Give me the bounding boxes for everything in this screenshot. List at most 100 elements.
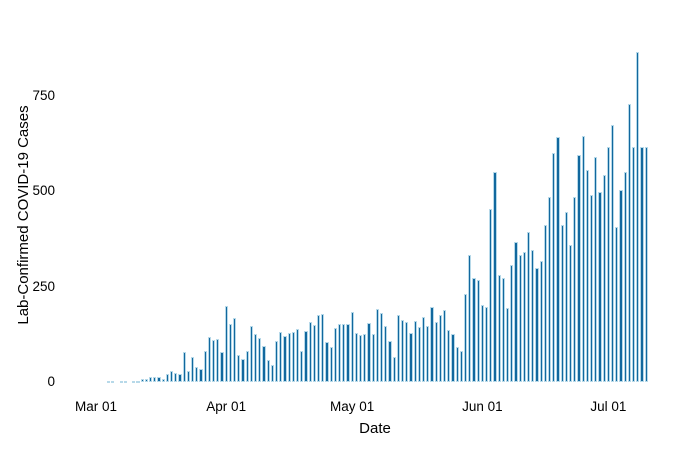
bar: [296, 328, 300, 382]
bar: [556, 137, 560, 382]
bar: [123, 381, 127, 383]
bar: [480, 304, 484, 382]
bar: [153, 377, 157, 382]
bar: [182, 352, 186, 382]
bar: [270, 364, 274, 382]
bar: [426, 325, 430, 382]
bar: [611, 124, 615, 382]
bar: [249, 325, 253, 382]
bar: [401, 319, 405, 382]
bar: [472, 277, 476, 382]
bar: [388, 340, 392, 382]
bar: [594, 156, 598, 382]
bar: [308, 322, 312, 382]
bar: [203, 351, 207, 382]
bar: [241, 359, 245, 382]
bar: [493, 171, 497, 382]
bar: [573, 196, 577, 382]
bar: [258, 337, 262, 382]
bar: [644, 147, 648, 382]
bar: [199, 368, 203, 382]
bar: [321, 314, 325, 382]
y-tick-label: 500: [32, 183, 55, 199]
bar: [539, 261, 543, 382]
bar: [359, 335, 363, 382]
bar: [489, 209, 493, 382]
bar: [111, 381, 115, 383]
bar: [636, 51, 640, 382]
bar: [262, 345, 266, 382]
bar: [275, 340, 279, 382]
bar: [501, 277, 505, 382]
bar: [531, 250, 535, 382]
bar: [291, 332, 295, 382]
bar: [216, 338, 220, 382]
bar: [535, 268, 539, 382]
bar: [350, 311, 354, 382]
bar: [165, 373, 169, 382]
bar: [338, 324, 342, 382]
x-tick-label: May 01: [330, 399, 375, 414]
bar: [476, 280, 480, 382]
bar: [409, 332, 413, 382]
bar: [606, 146, 610, 382]
bar: [405, 321, 409, 382]
bar: [245, 351, 249, 382]
bar: [623, 171, 627, 382]
bar: [212, 340, 216, 382]
y-tick-label: 0: [47, 374, 55, 389]
bar: [632, 147, 636, 382]
bar: [552, 153, 556, 382]
bar: [300, 350, 304, 382]
bar: [342, 324, 346, 382]
bar: [233, 318, 237, 382]
bar: [522, 251, 526, 382]
bar: [195, 367, 199, 382]
bar: [518, 255, 522, 382]
bar: [224, 306, 228, 382]
bar: [384, 325, 388, 382]
bar: [346, 324, 350, 382]
bar: [144, 378, 148, 382]
bar: [136, 380, 140, 383]
bar: [543, 224, 547, 382]
bar: [434, 321, 438, 382]
x-tick-label: Mar 01: [74, 399, 118, 414]
bar: [392, 356, 396, 382]
bar: [161, 378, 165, 382]
bar: [174, 372, 178, 382]
bar: [514, 241, 518, 382]
bar: [459, 351, 463, 382]
bar: [468, 255, 472, 382]
bar: [119, 381, 123, 383]
bar: [438, 314, 442, 382]
bar: [548, 196, 552, 382]
bar: [186, 370, 190, 382]
bar: [380, 313, 384, 382]
bar: [430, 307, 434, 382]
bar: [417, 326, 421, 382]
bar: [506, 308, 510, 382]
bar: [266, 360, 270, 382]
bar: [107, 381, 111, 383]
bar: [363, 333, 367, 382]
bar: [375, 309, 379, 382]
bar: [497, 275, 501, 382]
x-tick-label: Jun 01: [462, 399, 503, 414]
bar: [207, 337, 211, 382]
bar: [510, 264, 514, 382]
bar: [354, 332, 358, 382]
y-tick-label: 250: [32, 278, 55, 294]
bar: [455, 346, 459, 382]
x-axis-title: Date: [359, 420, 391, 437]
bar: [564, 211, 568, 382]
bar: [451, 334, 455, 382]
y-tick-label: 750: [32, 88, 55, 103]
bar: [279, 332, 283, 382]
bar: [283, 335, 287, 382]
bar: [413, 320, 417, 382]
bar: [569, 245, 573, 382]
bar: [254, 334, 258, 382]
bar: [132, 381, 136, 383]
